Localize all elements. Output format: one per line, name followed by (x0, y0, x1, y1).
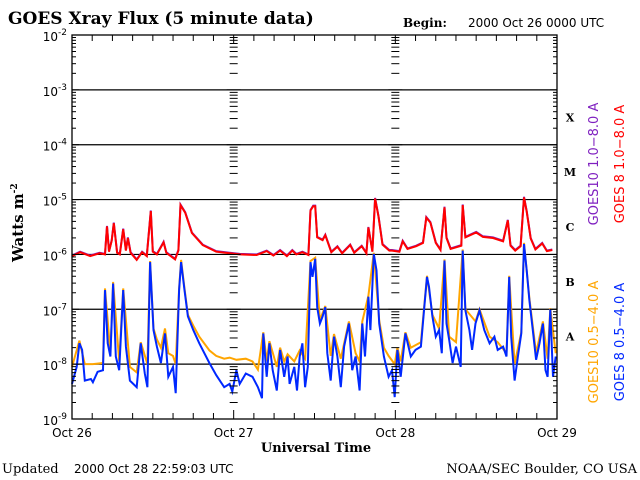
y-tick-label: 10-2 (43, 28, 67, 44)
legend-label: GOES 8 1.0−8.0 A (613, 105, 628, 224)
y-tick-base: 10 (43, 359, 58, 373)
y-tick-exp: -9 (58, 412, 67, 422)
y-tick-exp: -3 (58, 83, 67, 93)
x-tick-label: Oct 26 (52, 426, 92, 440)
legend: GOES10 1.0−8.0 A GOES 8 1.0−8.0 A GOES10 0… (587, 103, 628, 404)
y-tick-base: 10 (43, 414, 58, 428)
x-tick-label: Oct 27 (214, 426, 254, 440)
y-tick-base: 10 (43, 85, 58, 99)
y-tick-exp: -7 (58, 302, 67, 312)
flare-class-c: C (566, 221, 575, 234)
y-tick-base: 10 (43, 140, 58, 154)
x-tick-labels: Oct 26 Oct 27 Oct 28 Oct 29 (52, 426, 577, 440)
y-tick-base: 10 (43, 195, 58, 209)
y-tick-exp: -8 (58, 357, 67, 367)
y-tick-exp: -4 (58, 138, 67, 148)
y-tick-label: 10-7 (43, 302, 67, 318)
y-tick-label: 10-3 (43, 83, 67, 99)
legend-label: GOES10 0.5−4.0 A (587, 281, 602, 404)
data-series (71, 196, 557, 399)
chart-title: GOES Xray Flux (5 minute data) (8, 9, 314, 29)
y-tick-label: 10-4 (43, 138, 68, 154)
flare-class-m: M (564, 166, 576, 179)
legend-entry: GOES10 1.0−8.0 A (587, 103, 602, 226)
y-tick-base: 10 (43, 249, 58, 263)
y-tick-exp: -2 (58, 28, 67, 38)
flare-class-a: A (565, 331, 575, 344)
y-axis-title: Watts m-2 (9, 183, 27, 263)
y-tick-labels: 10-210-310-410-510-610-710-810-9 (43, 28, 68, 428)
source-credit: NOAA/SEC Boulder, CO USA (446, 462, 637, 477)
svg-text:Watts m-2: Watts m-2 (9, 183, 27, 263)
updated-value: 2000 Oct 28 22:59:03 UTC (74, 462, 234, 476)
plot-frame (71, 34, 558, 420)
flare-class-b: B (565, 276, 574, 289)
series-line-2 (71, 197, 553, 262)
legend-entry: GOES10 0.5−4.0 A (587, 281, 602, 404)
y-tick-base: 10 (43, 30, 58, 44)
legend-entry: GOES 8 1.0−8.0 A (613, 105, 628, 224)
y-tick-label: 10-8 (43, 357, 68, 373)
y-tick-base: 10 (43, 304, 58, 318)
flare-class-labels: X M C B A (564, 111, 576, 343)
y-tick-label: 10-6 (43, 247, 68, 263)
plot-axes (71, 34, 558, 420)
legend-label: GOES10 1.0−8.0 A (587, 103, 602, 226)
x-tick-label: Oct 29 (537, 426, 577, 440)
y-tick-label: 10-5 (43, 193, 67, 209)
y-tick-exp: -5 (58, 193, 67, 203)
updated-label: Updated (2, 462, 59, 477)
series-line-4 (71, 243, 557, 399)
begin-value: 2000 Oct 26 0000 UTC (468, 16, 604, 30)
legend-label: GOES 8 0.5−4.0 A (613, 283, 628, 402)
y-tick-label: 10-9 (43, 412, 68, 428)
flare-class-x: X (566, 111, 575, 124)
x-axis-title: Universal Time (261, 441, 371, 456)
y-tick-exp: -6 (58, 247, 67, 257)
legend-entry: GOES 8 0.5−4.0 A (613, 283, 628, 402)
begin-label: Begin: (403, 16, 447, 30)
y-axis-title-exp: -2 (10, 183, 20, 193)
y-axis-title-text: Watts m (9, 193, 27, 263)
x-tick-label: Oct 28 (375, 426, 415, 440)
